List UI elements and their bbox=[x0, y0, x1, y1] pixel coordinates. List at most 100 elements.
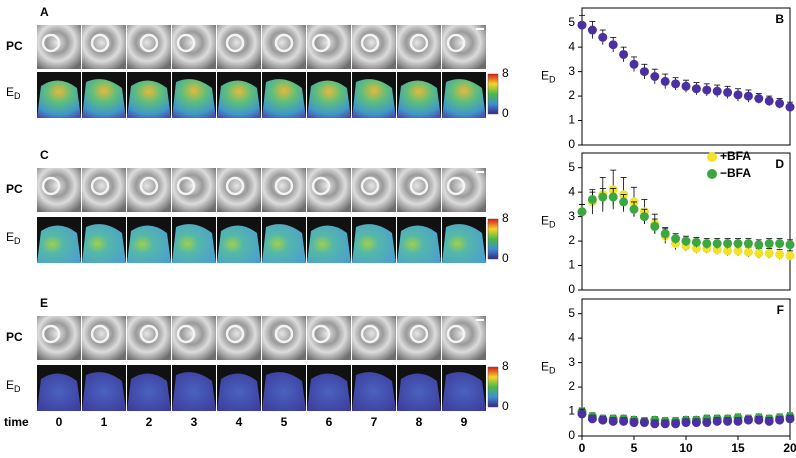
y-tick-label: 0 bbox=[568, 137, 575, 151]
time-tick-label: 0 bbox=[56, 415, 63, 429]
data-point bbox=[723, 239, 733, 249]
data-point bbox=[712, 86, 722, 96]
data-point bbox=[754, 240, 764, 250]
ed-cell bbox=[262, 79, 306, 118]
y-axis-label-main: E bbox=[541, 214, 549, 228]
legend-marker bbox=[707, 169, 717, 179]
y-axis-label: ED bbox=[541, 214, 556, 230]
y-tick-label: 3 bbox=[568, 64, 575, 78]
data-point bbox=[754, 94, 764, 104]
phase-cell bbox=[446, 324, 466, 344]
legend-marker bbox=[707, 152, 717, 162]
colorbar bbox=[487, 73, 499, 115]
ed-cell bbox=[82, 372, 126, 411]
y-tick-label: 1 bbox=[568, 404, 575, 418]
data-point bbox=[587, 194, 597, 204]
plot-frame bbox=[581, 7, 791, 146]
data-point bbox=[733, 90, 743, 100]
panel-label: A bbox=[40, 5, 49, 19]
data-point bbox=[681, 81, 691, 91]
phase-cell bbox=[176, 176, 196, 196]
phase-image bbox=[352, 316, 396, 360]
ed-cell bbox=[82, 79, 126, 118]
ed-cell bbox=[397, 225, 441, 263]
time-tick-label: 8 bbox=[416, 415, 423, 429]
phase-cell bbox=[274, 176, 294, 196]
colorbar bbox=[487, 366, 499, 408]
data-point bbox=[671, 79, 681, 89]
data-point bbox=[639, 418, 649, 428]
ed-cell bbox=[352, 224, 396, 263]
ed-cell bbox=[217, 80, 261, 118]
phase-cell bbox=[90, 176, 110, 196]
y-tick-label: 0 bbox=[568, 428, 575, 442]
row-label: PC bbox=[6, 330, 23, 344]
phase-cell bbox=[360, 33, 380, 53]
colorbar bbox=[487, 218, 499, 260]
legend-label: +BFA bbox=[720, 149, 751, 163]
data-point bbox=[733, 416, 743, 426]
data-point bbox=[785, 240, 795, 250]
phase-cell bbox=[139, 324, 159, 344]
phase-cell bbox=[409, 33, 429, 53]
data-point bbox=[764, 96, 774, 106]
ed-cell bbox=[352, 372, 396, 411]
ed-cell bbox=[217, 225, 261, 263]
time-tick-label: 7 bbox=[371, 415, 378, 429]
y-axis-label-main: E bbox=[541, 360, 549, 374]
time-tick-label: 4 bbox=[236, 415, 243, 429]
y-tick-label: 2 bbox=[568, 233, 575, 247]
data-point bbox=[764, 239, 774, 249]
time-tick-label: 1 bbox=[101, 415, 108, 429]
row-label-sub: D bbox=[14, 384, 21, 394]
time-label: time bbox=[4, 415, 29, 429]
y-tick-label: 2 bbox=[568, 88, 575, 102]
x-tick-label: 0 bbox=[579, 441, 586, 455]
data-point bbox=[723, 416, 733, 426]
ed-cell bbox=[442, 79, 486, 118]
data-point bbox=[743, 91, 753, 101]
colorbar-tick-label: 0 bbox=[502, 251, 509, 265]
data-point bbox=[639, 212, 649, 222]
data-point bbox=[754, 248, 764, 258]
row-label-main: E bbox=[6, 230, 14, 244]
phase-image bbox=[262, 316, 306, 360]
data-point bbox=[577, 409, 587, 419]
data-point bbox=[723, 87, 733, 97]
y-axis-label: ED bbox=[541, 360, 556, 376]
data-point bbox=[598, 415, 608, 425]
data-point bbox=[691, 418, 701, 428]
row-label: ED bbox=[6, 378, 21, 394]
phase-cell bbox=[176, 324, 196, 344]
phase-image bbox=[127, 25, 171, 69]
ed-cell bbox=[307, 225, 351, 263]
ed-cell bbox=[352, 79, 396, 118]
ed-cell bbox=[397, 373, 441, 411]
phase-cell bbox=[41, 33, 61, 53]
data-point bbox=[587, 25, 597, 35]
phase-cell bbox=[139, 33, 159, 53]
row-label: ED bbox=[6, 85, 21, 101]
phase-cell bbox=[41, 176, 61, 196]
y-tick-label: 5 bbox=[568, 15, 575, 29]
colorbar-tick-label: 0 bbox=[502, 106, 509, 120]
y-tick-label: 1 bbox=[568, 113, 575, 127]
phase-image bbox=[397, 168, 441, 212]
y-tick-label: 3 bbox=[568, 355, 575, 369]
data-point bbox=[660, 419, 670, 429]
colorbar-tick-label: 0 bbox=[502, 399, 509, 413]
phase-cell bbox=[139, 176, 159, 196]
phase-cell bbox=[225, 324, 245, 344]
x-tick-label: 5 bbox=[631, 441, 638, 455]
data-point bbox=[619, 197, 629, 207]
colorbar-tick-label: 8 bbox=[502, 359, 509, 373]
data-point bbox=[743, 239, 753, 249]
ed-cell bbox=[127, 80, 171, 118]
phase-cell bbox=[409, 324, 429, 344]
phase-cell bbox=[274, 324, 294, 344]
panel-label: E bbox=[40, 296, 48, 310]
phase-cell bbox=[360, 176, 380, 196]
phase-image bbox=[82, 168, 126, 212]
ed-cell bbox=[442, 372, 486, 411]
data-point bbox=[671, 419, 681, 429]
